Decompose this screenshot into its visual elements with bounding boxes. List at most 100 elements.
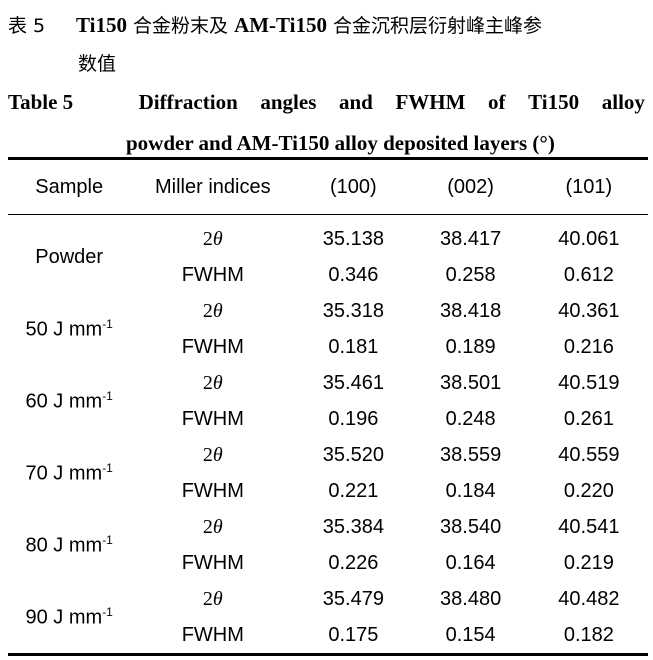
sample-name: Powder (35, 245, 104, 268)
sample-name: 60 J mm (25, 390, 103, 413)
value-cell: 35.479 (322, 587, 384, 610)
sample-unit-exponent: -1 (102, 460, 113, 475)
sample-cell: Powder (8, 215, 130, 294)
caption-en-word: Diffraction (138, 90, 238, 114)
fwhm-label: FWHM (181, 407, 244, 430)
table-label-cn: 表 5 (8, 15, 46, 37)
sample-name: 80 J mm (25, 534, 103, 557)
table-row: FWHM 0.181 0.189 0.216 (8, 329, 648, 365)
fwhm-label: FWHM (181, 623, 244, 646)
table-row: 80 J mm-1 2θ 35.384 38.540 40.541 (8, 509, 648, 557)
table-row: 50 J mm-1 2θ 35.318 38.418 40.361 (8, 293, 648, 341)
table-row: 60 J mm-1 2θ 35.461 38.501 40.519 (8, 365, 648, 413)
table-row: FWHM 0.221 0.184 0.220 (8, 473, 648, 509)
caption-en-line2: powder and AM-Ti150 alloy deposited laye… (126, 131, 555, 155)
caption-cn-line2: 数值 (78, 53, 117, 75)
table-row: FWHM 0.226 0.164 0.219 (8, 545, 648, 581)
header-cell: (100) (330, 175, 377, 198)
caption-cn-part: 合金粉末及 (126, 15, 235, 37)
value-cell: 40.541 (558, 515, 620, 538)
sample-name: 70 J mm (25, 462, 103, 485)
value-cell: 35.318 (322, 299, 384, 322)
value-cell: 40.482 (558, 587, 620, 610)
value-cell: 38.417 (440, 227, 502, 250)
value-cell: 38.540 (440, 515, 502, 538)
value-cell: 40.061 (558, 227, 620, 250)
header-cell: (101) (565, 175, 613, 198)
caption-cn-part: 合金沉积层衍射峰主峰参 (327, 15, 543, 37)
caption-en-word: of (488, 90, 506, 114)
header-cell: (002) (447, 175, 494, 198)
sample-cell: 80 J mm-1 (8, 509, 130, 581)
table-row: FWHM 0.196 0.248 0.261 (8, 401, 648, 437)
sample-cell: 60 J mm-1 (8, 365, 130, 437)
sample-unit-exponent: -1 (102, 316, 113, 331)
value-cell: 0.261 (563, 407, 614, 430)
value-cell: 0.219 (563, 551, 614, 574)
value-cell: 40.559 (558, 443, 620, 466)
value-cell: 0.182 (563, 623, 614, 646)
value-cell: 0.220 (563, 479, 614, 502)
caption-en-word: Ti150 (528, 90, 580, 114)
value-cell: 0.612 (563, 263, 614, 286)
value-cell: 0.346 (328, 263, 379, 286)
sample-unit-exponent: -1 (102, 604, 113, 619)
caption-en-word: and (338, 90, 373, 114)
value-cell: 0.216 (563, 335, 614, 358)
value-cell: 40.519 (558, 371, 620, 394)
sample-cell: 70 J mm-1 (8, 437, 130, 509)
sample-unit-exponent: -1 (102, 532, 113, 547)
two-theta-label: 2θ (202, 443, 223, 466)
table-row: FWHM 0.346 0.258 0.612 (8, 257, 648, 293)
caption-en-word: angles (260, 90, 317, 114)
value-cell: 38.559 (440, 443, 502, 466)
value-cell: 40.361 (558, 299, 620, 322)
two-theta-label: 2θ (202, 371, 223, 394)
caption-cn-part: Ti150 (76, 13, 127, 37)
header-row: Sample Miller indices (100) (002) (101) (8, 158, 648, 215)
sample-name: 50 J mm (25, 318, 103, 341)
sample-cell: 50 J mm-1 (8, 293, 130, 365)
fwhm-label: FWHM (181, 479, 244, 502)
caption-en-word: alloy (601, 90, 645, 114)
header-cell: Sample (35, 175, 104, 198)
value-cell: 0.164 (445, 551, 496, 574)
table-label-en: Table 5 (8, 90, 74, 114)
value-cell: 0.154 (445, 623, 496, 646)
caption-english: Table 5 Diffraction angles and FWHM of Ti150 al… (8, 82, 645, 164)
caption-en-word: FWHM (395, 90, 466, 114)
two-theta-label: 2θ (202, 227, 223, 250)
sample-cell: 90 J mm-1 (8, 581, 130, 655)
sample-unit-exponent: -1 (102, 388, 113, 403)
value-cell: 38.418 (440, 299, 502, 322)
value-cell: 0.184 (445, 479, 496, 502)
value-cell: 0.248 (445, 407, 496, 430)
value-cell: 38.501 (440, 371, 502, 394)
fwhm-label: FWHM (181, 551, 244, 574)
fwhm-label: FWHM (181, 263, 244, 286)
value-cell: 35.384 (322, 515, 384, 538)
caption-cn-part: AM-Ti150 (234, 13, 328, 37)
fwhm-label: FWHM (181, 335, 244, 358)
table-row: 90 J mm-1 2θ 35.479 38.480 40.482 (8, 581, 648, 629)
header-cell: Miller indices (155, 175, 271, 198)
two-theta-label: 2θ (202, 515, 223, 538)
table-row: Powder 2θ 35.138 38.417 40.061 (8, 215, 648, 268)
value-cell: 35.461 (322, 371, 384, 394)
two-theta-label: 2θ (202, 299, 223, 322)
two-theta-label: 2θ (202, 587, 223, 610)
value-cell: 35.138 (322, 227, 384, 250)
value-cell: 0.226 (328, 551, 379, 574)
caption-chinese: 表 5 Ti150 合金粉末及 AM-Ti150 合金沉积层衍射峰主峰参 数值 (8, 6, 648, 83)
sample-name: 90 J mm (25, 606, 103, 629)
value-cell: 0.258 (445, 263, 496, 286)
value-cell: 0.175 (328, 623, 379, 646)
table-row: 70 J mm-1 2θ 35.520 38.559 40.559 (8, 437, 648, 485)
table-row: FWHM 0.175 0.154 0.182 (8, 617, 648, 655)
value-cell: 0.221 (328, 479, 379, 502)
value-cell: 0.196 (328, 407, 379, 430)
value-cell: 0.189 (445, 335, 496, 358)
value-cell: 38.480 (440, 587, 502, 610)
diffraction-table: Sample Miller indices (100) (002) (101) … (8, 157, 648, 656)
value-cell: 0.181 (328, 335, 379, 358)
